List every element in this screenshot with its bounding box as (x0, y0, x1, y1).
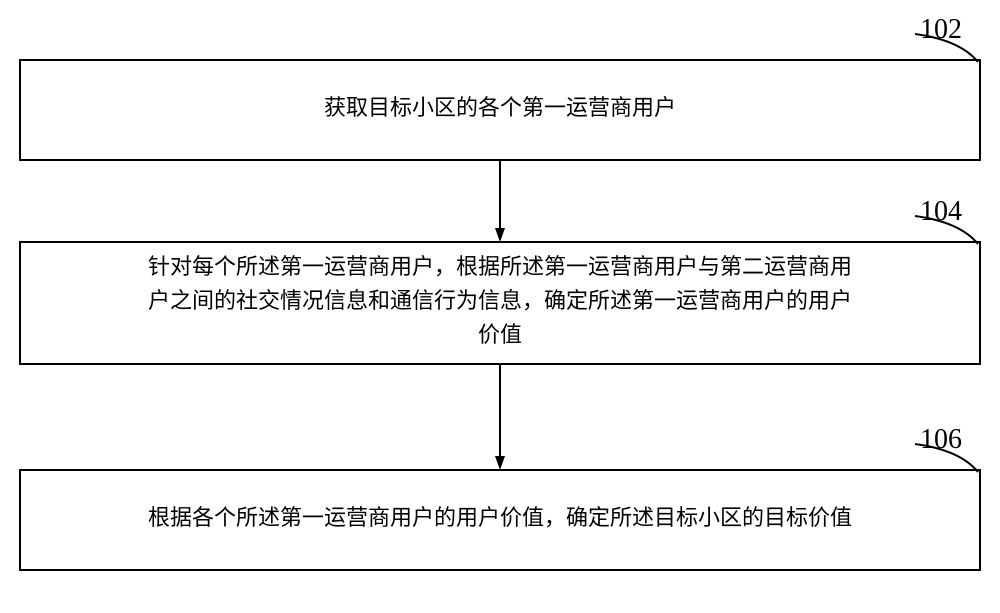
node-label-number: 106 (920, 424, 962, 455)
flow-node-text: 获取目标小区的各个第一运营商用户 (324, 95, 676, 120)
nodes-layer: 获取目标小区的各个第一运营商用户 102 针对每个所述第一运营商用户，根据所述第一运… (20, 14, 980, 570)
flow-edge (495, 364, 505, 470)
flow-node-n102: 获取目标小区的各个第一运营商用户 102 (20, 14, 980, 160)
flow-node-text: 价值 (478, 322, 522, 347)
arrowhead-icon (495, 456, 505, 470)
arrowhead-icon (495, 228, 505, 242)
flow-node-text: 户之间的社交情况信息和通信行为信息，确定所述第一运营商用户的用户 (148, 288, 852, 313)
flow-node-text: 根据各个所述第一运营商用户的用户价值，确定所述目标小区的目标价值 (148, 505, 852, 530)
node-label-number: 104 (920, 196, 962, 227)
flow-node-text: 针对每个所述第一运营商用户，根据所述第一运营商用户与第二运营商用 (148, 254, 852, 279)
flow-edge (495, 160, 505, 242)
flowchart-canvas: 获取目标小区的各个第一运营商用户 102 针对每个所述第一运营商用户，根据所述第一运… (0, 0, 1000, 613)
node-label-number: 102 (920, 14, 962, 45)
